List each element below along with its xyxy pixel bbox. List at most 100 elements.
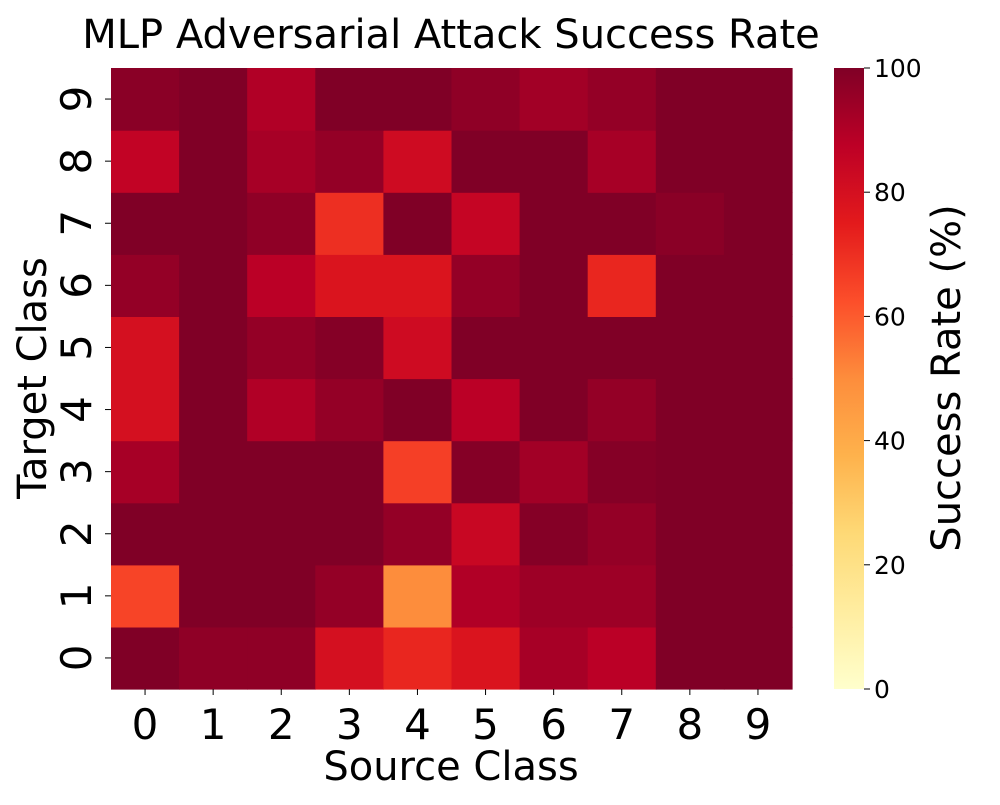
heatmap-cell-source-1-target-6 <box>179 254 248 317</box>
heatmap-cell-source-4-target-5 <box>383 316 453 380</box>
heatmap-cell-source-3-target-9 <box>315 68 384 131</box>
heatmap-cell-source-6-target-7 <box>519 192 589 255</box>
y-tick-label: 8 <box>52 148 101 175</box>
y-tick-label: 1 <box>52 582 101 609</box>
heatmap-cell-source-7-target-3 <box>587 440 657 504</box>
heatmap-cell-source-2-target-4 <box>247 378 316 442</box>
heatmap-cell-source-3-target-7 <box>315 192 384 255</box>
heatmap-cell-source-1-target-8 <box>179 130 248 193</box>
heatmap-cell-source-0-target-3 <box>111 440 180 504</box>
heatmap-cell-source-1-target-3 <box>179 440 248 504</box>
heatmap-cell-source-7-target-2 <box>587 502 657 566</box>
heatmap-cell-source-0-target-2 <box>111 502 180 566</box>
heatmap-cell-source-6-target-4 <box>519 378 589 442</box>
heatmap-cell-source-8-target-4 <box>655 378 725 442</box>
heatmap-cell-source-6-target-0 <box>519 626 589 690</box>
heatmap-cell-source-5-target-4 <box>451 378 521 442</box>
heatmap-cell-source-8-target-6 <box>655 254 725 317</box>
heatmap-cell-source-3-target-0 <box>315 626 384 690</box>
heatmap-cell-source-8-target-8 <box>655 130 725 193</box>
heatmap-cell-source-6-target-9 <box>519 68 589 131</box>
heatmap-cell-source-1-target-5 <box>179 316 248 380</box>
heatmap-cell-source-6-target-5 <box>519 316 589 380</box>
heatmap-cell-source-2-target-9 <box>247 68 316 131</box>
heatmap-cell-source-5-target-2 <box>451 502 521 566</box>
colorbar-tick-label: 100 <box>874 54 922 83</box>
y-tick-label: 2 <box>52 520 101 547</box>
y-tick-label: 6 <box>52 272 101 299</box>
heatmap-cell-source-6-target-3 <box>519 440 589 504</box>
colorbar-tick-label: 40 <box>874 427 906 456</box>
heatmap-cell-source-1-target-1 <box>179 564 248 628</box>
y-tick-label: 3 <box>52 458 101 485</box>
heatmap-cell-source-0-target-9 <box>111 68 180 131</box>
heatmap-cell-source-2-target-8 <box>247 130 316 193</box>
heatmap-cell-source-4-target-2 <box>383 502 453 566</box>
heatmap-cell-source-8-target-1 <box>655 564 725 628</box>
heatmap-cell-source-9-target-0 <box>723 626 793 690</box>
heatmap-cell-source-1-target-2 <box>179 502 248 566</box>
heatmap-cell-source-4-target-9 <box>383 68 453 131</box>
x-tick-label: 0 <box>132 700 159 749</box>
colorbar-tick-label: 20 <box>874 551 906 580</box>
heatmap-cell-source-4-target-3 <box>383 440 453 504</box>
colorbar-tick-label: 0 <box>874 675 890 704</box>
y-tick-label: 7 <box>52 210 101 237</box>
x-tick-label: 7 <box>608 700 635 749</box>
heatmap-cell-source-8-target-2 <box>655 502 725 566</box>
heatmap-cell-source-9-target-5 <box>723 316 793 380</box>
colorbar-tick-label: 80 <box>874 178 906 207</box>
heatmap-cell-source-0-target-8 <box>111 130 180 193</box>
heatmap-cell-source-3-target-2 <box>315 502 384 566</box>
heatmap-cell-source-7-target-1 <box>587 564 657 628</box>
heatmap-cell-source-8-target-3 <box>655 440 725 504</box>
heatmap-cell-source-2-target-7 <box>247 192 316 255</box>
heatmap-cell-source-3-target-4 <box>315 378 384 442</box>
heatmap-cell-source-8-target-0 <box>655 626 725 690</box>
x-tick-label: 8 <box>676 700 703 749</box>
colorbar <box>834 68 864 689</box>
colorbar-tick-label: 60 <box>874 302 906 331</box>
heatmap-cell-source-5-target-8 <box>451 130 521 193</box>
heatmap-cell-source-4-target-1 <box>383 564 453 628</box>
x-axis-label: Source Class <box>323 744 578 790</box>
heatmap-cell-source-6-target-6 <box>519 254 589 317</box>
y-tick-labels: 0 1 2 3 4 5 6 7 8 9 <box>52 86 111 672</box>
heatmap-cell-source-4-target-4 <box>383 378 453 442</box>
heatmap-cell-source-5-target-0 <box>451 626 521 690</box>
y-tick-label: 5 <box>52 334 101 361</box>
heatmap-cell-source-0-target-0 <box>111 626 180 690</box>
heatmap-cell-source-1-target-9 <box>179 68 248 131</box>
heatmap-cell-source-9-target-7 <box>723 192 793 255</box>
heatmap-cell-source-3-target-1 <box>315 564 384 628</box>
heatmap-cell-source-0-target-5 <box>111 316 180 380</box>
x-tick-label: 1 <box>200 700 227 749</box>
heatmap-cell-source-7-target-9 <box>587 68 657 131</box>
heatmap-cell-source-5-target-3 <box>451 440 521 504</box>
heatmap-cell-source-7-target-0 <box>587 626 657 690</box>
heatmap-cell-source-8-target-9 <box>655 68 725 131</box>
y-tick-label: 4 <box>52 396 101 423</box>
heatmap-cell-source-9-target-4 <box>723 378 793 442</box>
heatmap-cell-source-1-target-0 <box>179 626 248 690</box>
x-tick-label: 5 <box>472 700 499 749</box>
heatmap-cell-source-0-target-4 <box>111 378 180 442</box>
heatmap-cell-source-2-target-3 <box>247 440 316 504</box>
heatmap-cell-source-4-target-0 <box>383 626 453 690</box>
heatmap-cell-source-5-target-1 <box>451 564 521 628</box>
heatmap-cell-source-1-target-4 <box>179 378 248 442</box>
heatmap-cell-source-9-target-6 <box>723 254 793 317</box>
heatmap-cell-source-9-target-3 <box>723 440 793 504</box>
heatmap-cell-source-5-target-7 <box>451 192 521 255</box>
y-tick-label: 9 <box>52 86 101 113</box>
heatmap-cell-source-5-target-5 <box>451 316 521 380</box>
heatmap-cell-source-2-target-6 <box>247 254 316 317</box>
x-tick-label: 2 <box>268 700 295 749</box>
heatmap-cell-source-9-target-1 <box>723 564 793 628</box>
heatmap-cell-source-7-target-6 <box>587 254 657 317</box>
heatmap-cell-source-2-target-5 <box>247 316 316 380</box>
heatmap-cell-source-8-target-5 <box>655 316 725 380</box>
heatmap-cell-source-7-target-7 <box>587 192 657 255</box>
y-tick-label: 0 <box>52 645 101 672</box>
